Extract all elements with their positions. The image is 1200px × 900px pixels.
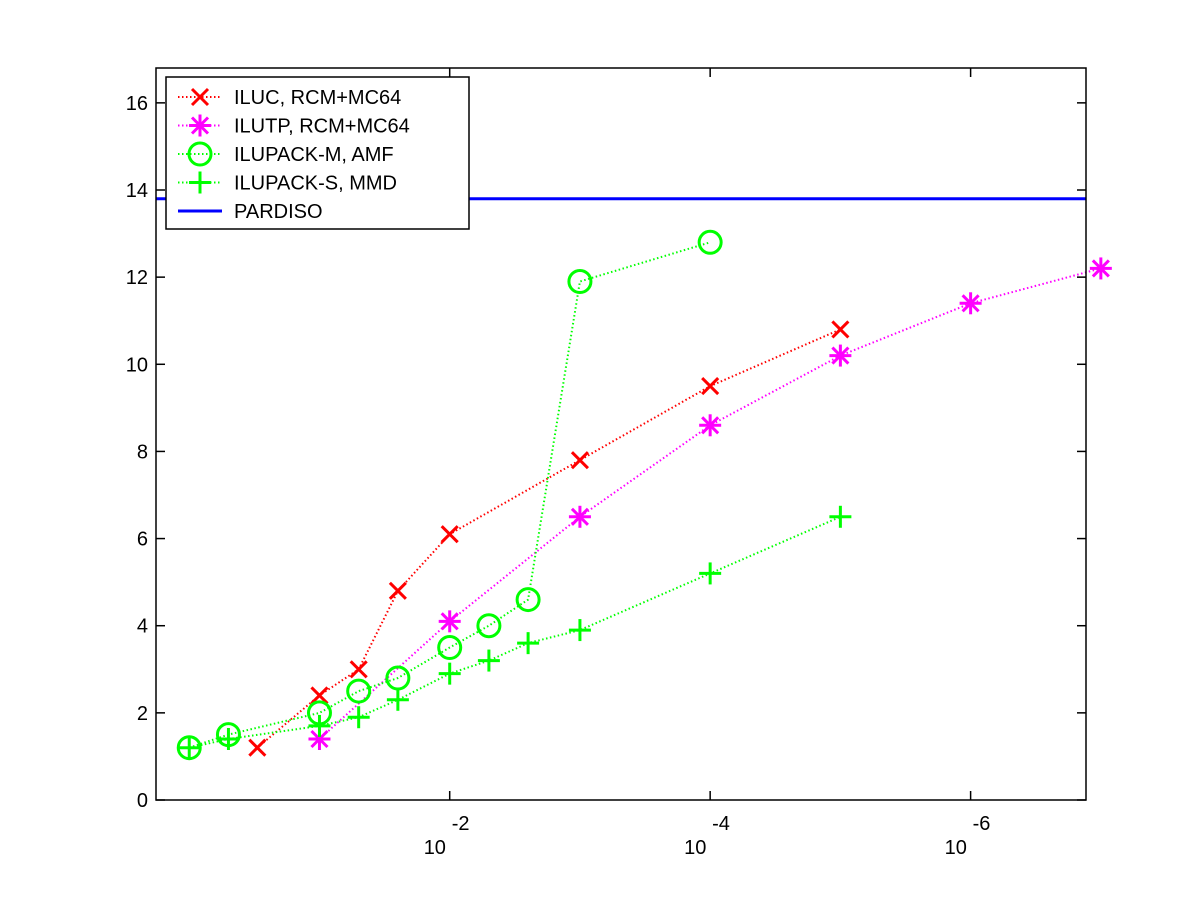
data-point-1-5 xyxy=(959,292,982,315)
data-point-2-8 xyxy=(567,269,593,294)
legend-label: ILUPACK-M, AMF xyxy=(234,144,394,166)
data-point-3-8 xyxy=(568,619,591,642)
axis-ticks: 0 2 4 6 8 10 12 14 16 10 -2 10 -4 10 -6 xyxy=(126,68,1086,859)
data-point-0-0 xyxy=(248,738,267,757)
legend-label: ILUC, RCM+MC64 xyxy=(234,87,401,109)
legend-label: ILUPACK-S, MMD xyxy=(234,173,397,195)
legend-marker xyxy=(187,141,213,167)
y-tick-label: 0 xyxy=(137,790,148,812)
y-tick-label: 4 xyxy=(137,616,148,638)
x-tick-label-base: 10 xyxy=(684,837,706,859)
data-point-2-9 xyxy=(697,229,723,255)
data-point-0-2 xyxy=(349,660,368,679)
data-point-3-1 xyxy=(217,728,240,750)
data-point-2-5 xyxy=(437,635,463,660)
legend-marker xyxy=(189,114,211,137)
data-point-2-6 xyxy=(476,613,502,639)
y-tick-label: 6 xyxy=(137,529,148,551)
legend-item: ILUPACK-M, AMF xyxy=(178,141,394,167)
y-tick-label: 10 xyxy=(126,354,148,376)
legend-box xyxy=(165,76,470,230)
data-point-3-9 xyxy=(699,562,722,585)
data-point-0-3 xyxy=(388,581,407,600)
y-tick-label: 2 xyxy=(137,703,148,725)
data-point-3-5 xyxy=(438,662,461,685)
x-tick-label-base: 10 xyxy=(424,837,446,859)
data-point-2-3 xyxy=(346,678,372,704)
y-tick-label: 12 xyxy=(126,267,148,289)
y-tick-label: 14 xyxy=(126,180,148,202)
y-tick-label: 8 xyxy=(137,441,148,463)
legend-item: ILUC, RCM+MC64 xyxy=(178,87,401,109)
data-point-3-0 xyxy=(178,736,201,759)
data-point-2-7 xyxy=(515,587,541,613)
data-point-3-2 xyxy=(308,714,331,737)
data-point-0-5 xyxy=(570,451,589,470)
data-point-1-3 xyxy=(699,414,722,437)
data-point-1-0 xyxy=(308,728,331,750)
data-point-0-4 xyxy=(440,525,459,544)
legend-item: ILUPACK-S, MMD xyxy=(178,171,397,195)
axes-box xyxy=(155,67,1087,801)
x-tick-label-exponent: -4 xyxy=(712,813,730,835)
legend-item: PARDISO xyxy=(178,201,323,223)
x-tick-label-base: 10 xyxy=(945,837,967,859)
data-point-1-4 xyxy=(829,344,852,367)
x-tick-label-exponent: -2 xyxy=(452,813,470,835)
data-point-3-6 xyxy=(477,649,500,672)
legend: ILUC, RCM+MC64 ILUTP, RCM+MC64 ILUPACK-M, … xyxy=(165,76,470,230)
legend-marker xyxy=(190,87,210,107)
y-tick-label: 16 xyxy=(126,93,148,115)
series-line-0 xyxy=(256,328,841,749)
legend-item: ILUTP, RCM+MC64 xyxy=(178,114,410,138)
series-markers xyxy=(176,229,1112,761)
legend-marker xyxy=(189,171,211,194)
x-tick-label-exponent: -6 xyxy=(973,813,991,835)
data-point-0-1 xyxy=(310,686,329,705)
data-point-1-2 xyxy=(568,505,591,528)
data-point-3-7 xyxy=(517,632,540,655)
data-point-0-7 xyxy=(831,320,850,339)
legend-label: PARDISO xyxy=(234,201,323,223)
data-point-3-3 xyxy=(347,706,370,729)
legend-label: ILUTP, RCM+MC64 xyxy=(234,116,410,138)
data-point-1-1 xyxy=(438,610,461,633)
data-point-3-4 xyxy=(386,688,409,711)
data-point-1-6 xyxy=(1089,257,1112,280)
data-point-0-6 xyxy=(701,377,720,396)
series-line-2 xyxy=(188,241,711,749)
data-point-3-10 xyxy=(829,505,852,528)
